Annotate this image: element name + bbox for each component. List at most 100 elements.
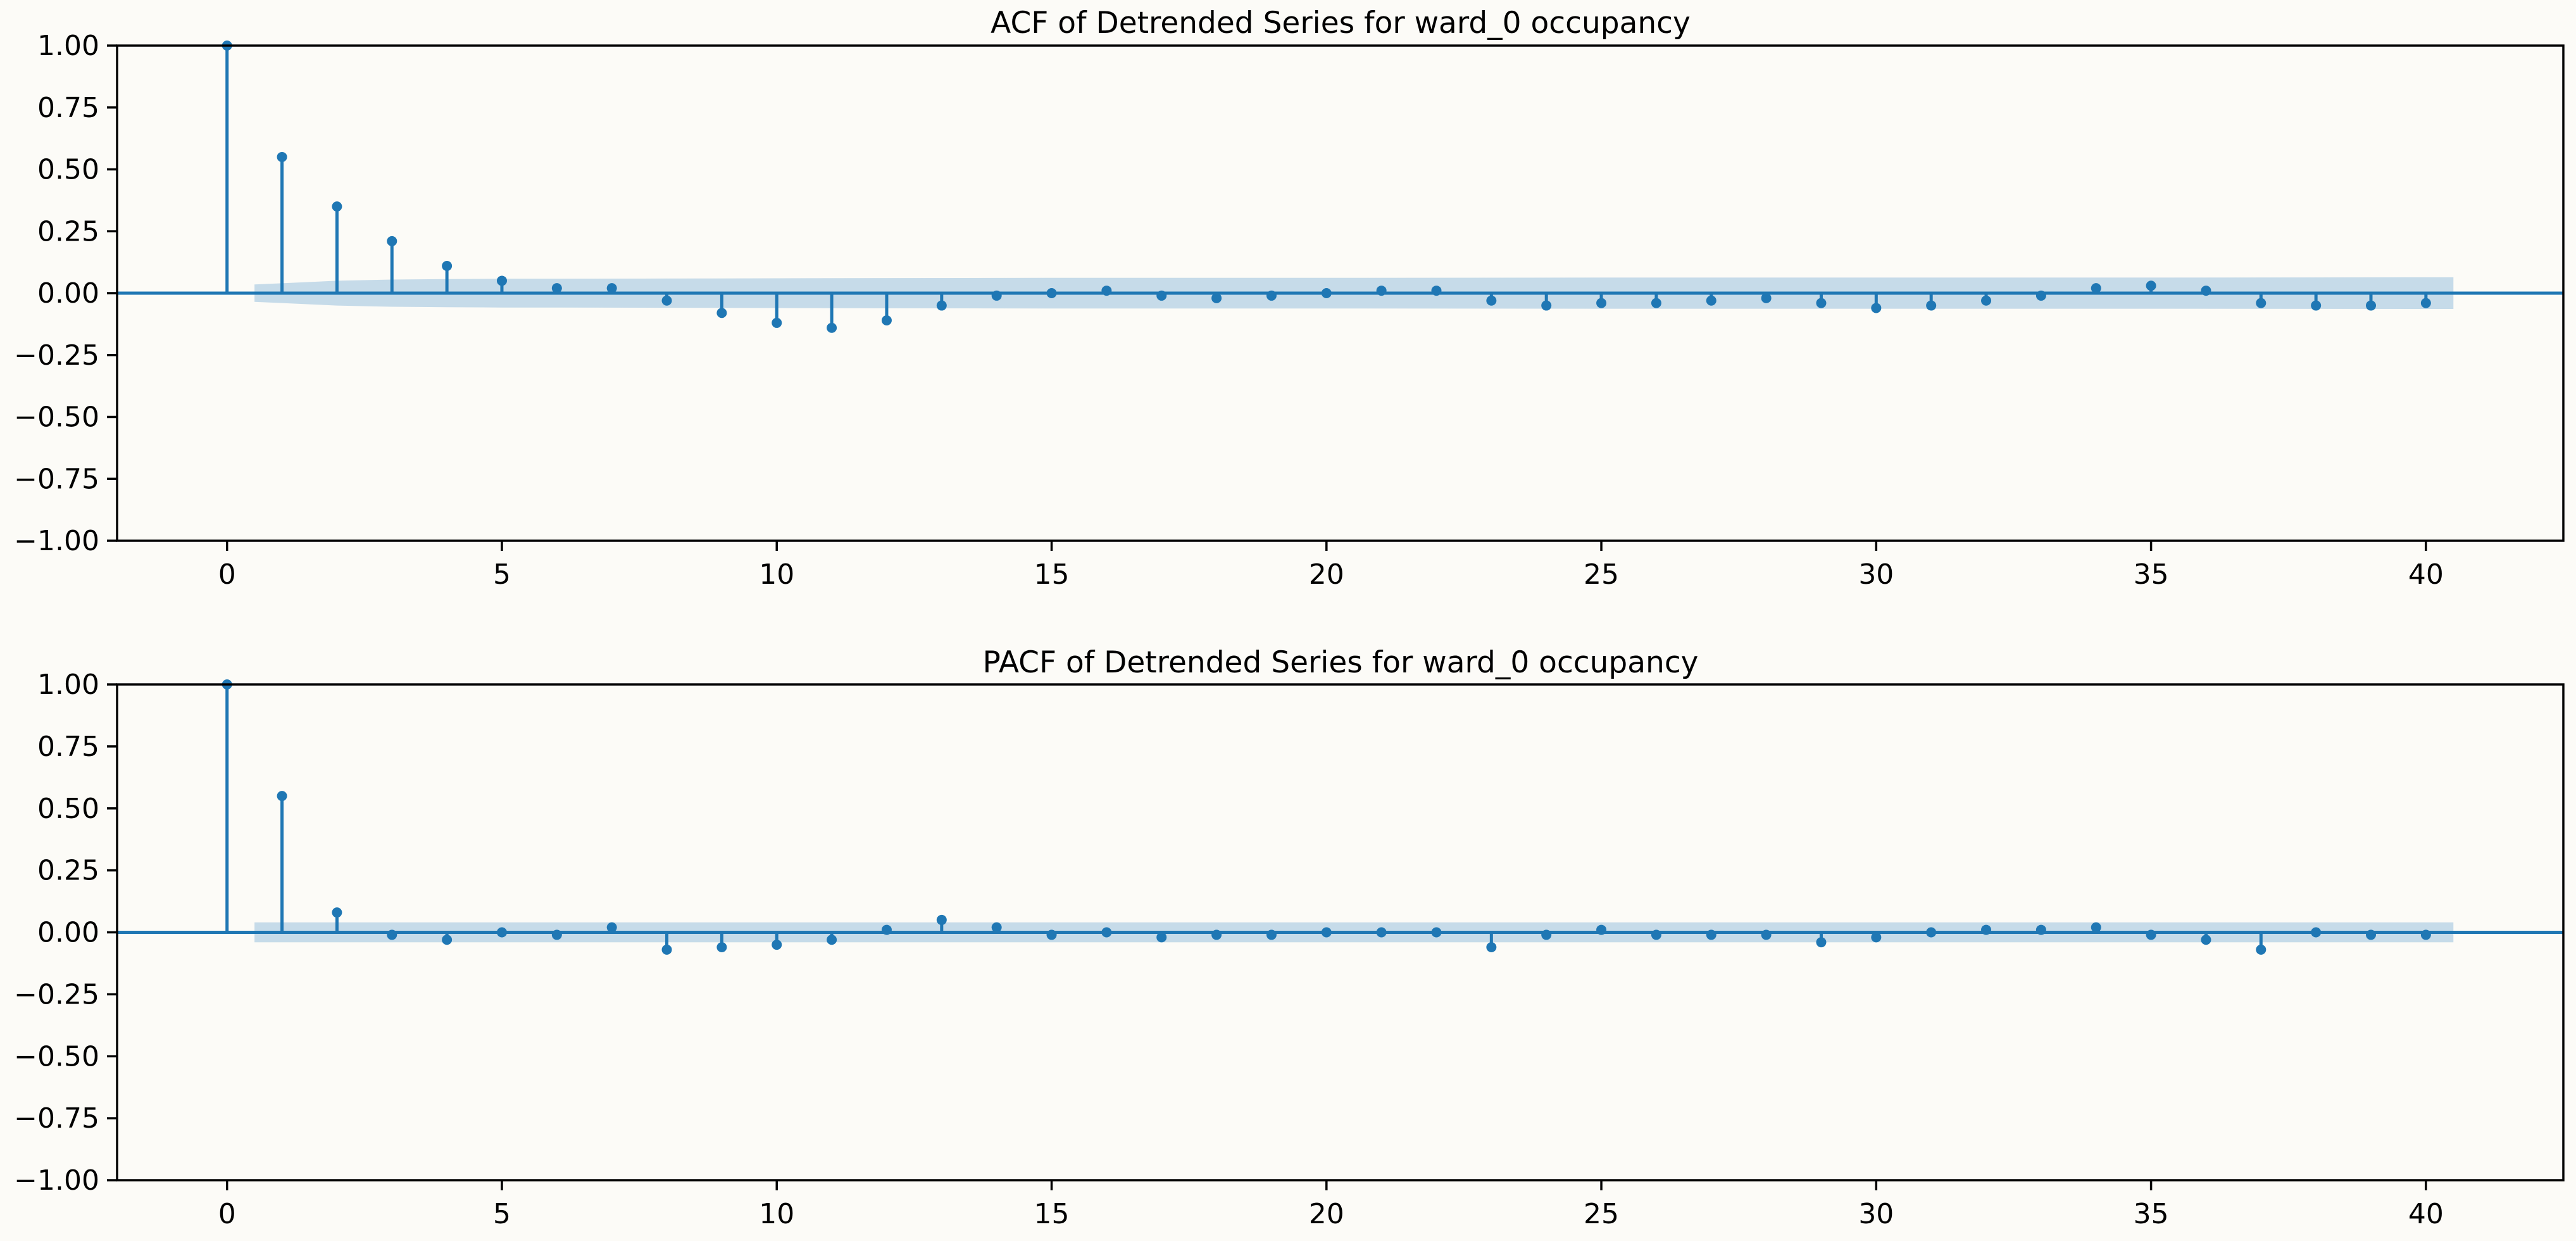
acf-point-lag-30 <box>1871 303 1882 313</box>
pacf-stems <box>222 679 2431 955</box>
acf-ytick-label: −0.75 <box>14 463 99 495</box>
pacf-point-lag-26 <box>1651 929 1661 940</box>
acf-xtick-label: 10 <box>759 558 794 591</box>
acf-ytick-label: −1.00 <box>14 525 99 557</box>
pacf-point-lag-33 <box>2035 924 2046 935</box>
pacf-point-lag-24 <box>1541 929 1552 940</box>
acf-point-lag-8 <box>661 295 672 306</box>
pacf-point-lag-37 <box>2256 944 2267 955</box>
pacf-point-lag-18 <box>1211 929 1222 940</box>
acf-point-lag-22 <box>1431 286 1442 296</box>
acf-point-lag-28 <box>1761 293 1772 303</box>
acf-point-lag-39 <box>2366 300 2377 311</box>
pacf-title: PACF of Detrended Series for ward_0 occu… <box>982 645 1698 680</box>
pacf-point-lag-30 <box>1871 932 1882 943</box>
pacf-ytick-label: 0.50 <box>37 793 99 825</box>
acf-point-lag-2 <box>332 201 342 212</box>
pacf-point-lag-2 <box>332 907 342 918</box>
acf-y-axis: 1.00 0.75 0.50 0.25 0.00 −0.25 −0.50 −0.75 −1.00 <box>14 30 117 557</box>
acf-xtick-label: 25 <box>1584 558 1619 591</box>
pacf-ytick-label: −0.25 <box>14 978 99 1011</box>
pacf-ytick-label: −1.00 <box>14 1164 99 1197</box>
pacf-xtick-label: 10 <box>759 1198 794 1230</box>
acf-point-lag-16 <box>1101 286 1112 296</box>
pacf-point-lag-12 <box>881 924 892 935</box>
pacf-point-lag-10 <box>772 940 782 950</box>
acf-point-lag-19 <box>1266 290 1277 301</box>
acf-point-lag-38 <box>2311 300 2322 311</box>
acf-x-axis: 0 5 10 15 20 25 30 35 40 <box>218 541 2444 591</box>
acf-point-lag-10 <box>772 317 782 328</box>
pacf-point-lag-15 <box>1046 929 1057 940</box>
pacf-xtick-label: 25 <box>1584 1198 1619 1230</box>
pacf-ytick-label: 0.25 <box>37 855 99 887</box>
pacf-xtick-label: 35 <box>2134 1198 2169 1230</box>
acf-point-lag-20 <box>1321 288 1332 298</box>
pacf-point-lag-25 <box>1596 924 1607 935</box>
acf-xtick-label: 35 <box>2134 558 2169 591</box>
pacf-xtick-label: 5 <box>493 1198 511 1230</box>
pacf-point-lag-5 <box>496 927 507 938</box>
pacf-point-lag-23 <box>1486 942 1497 952</box>
acf-point-lag-11 <box>827 322 837 333</box>
pacf-point-lag-9 <box>716 942 727 952</box>
acf-ytick-label: −0.50 <box>14 401 99 434</box>
pacf-point-lag-19 <box>1266 929 1277 940</box>
acf-point-lag-17 <box>1156 290 1167 301</box>
acf-point-lag-32 <box>1981 295 1992 306</box>
acf-point-lag-6 <box>551 283 562 294</box>
pacf-point-lag-31 <box>1926 927 1937 938</box>
acf-xtick-label: 15 <box>1034 558 1070 591</box>
acf-point-lag-40 <box>2420 298 2431 308</box>
acf-ytick-label: −0.25 <box>14 339 99 372</box>
acf-point-lag-36 <box>2201 286 2211 296</box>
acf-point-lag-34 <box>2091 283 2101 294</box>
acf-point-lag-21 <box>1376 286 1387 296</box>
pacf-point-lag-8 <box>661 944 672 955</box>
acf-xtick-label: 0 <box>218 558 236 591</box>
acf-point-lag-9 <box>716 308 727 318</box>
pacf-point-lag-21 <box>1376 927 1387 938</box>
pacf-point-lag-13 <box>936 914 947 925</box>
pacf-point-lag-32 <box>1981 924 1992 935</box>
acf-point-lag-15 <box>1046 288 1057 298</box>
acf-panel: ACF of Detrended Series for ward_0 occup… <box>14 6 2565 591</box>
acf-point-lag-37 <box>2256 298 2267 308</box>
pacf-point-lag-7 <box>606 922 617 933</box>
pacf-point-lag-34 <box>2091 922 2101 933</box>
pacf-xtick-label: 40 <box>2408 1198 2444 1230</box>
acf-point-lag-25 <box>1596 298 1607 308</box>
acf-point-lag-33 <box>2035 290 2046 301</box>
pacf-xtick-label: 20 <box>1309 1198 1344 1230</box>
pacf-point-lag-16 <box>1101 927 1112 938</box>
pacf-point-lag-3 <box>387 929 397 940</box>
acf-point-lag-27 <box>1706 295 1716 306</box>
acf-ytick-label: 0.00 <box>37 277 99 310</box>
acf-ytick-label: 1.00 <box>37 30 99 62</box>
pacf-y-axis: 1.00 0.75 0.50 0.25 0.00 −0.25 −0.50 −0.75 −1.00 <box>14 669 117 1197</box>
pacf-point-lag-35 <box>2146 929 2156 940</box>
pacf-ytick-label: 1.00 <box>37 669 99 701</box>
pacf-ytick-label: −0.50 <box>14 1040 99 1073</box>
pacf-point-lag-22 <box>1431 927 1442 938</box>
acf-point-lag-14 <box>991 290 1002 301</box>
acf-point-lag-4 <box>442 260 453 271</box>
acf-point-lag-12 <box>881 315 892 326</box>
pacf-ytick-label: 0.75 <box>37 731 99 763</box>
acf-point-lag-26 <box>1651 298 1661 308</box>
acf-point-lag-23 <box>1486 295 1497 306</box>
pacf-point-lag-29 <box>1816 937 1827 948</box>
pacf-point-lag-4 <box>442 935 453 945</box>
acf-point-lag-7 <box>606 283 617 294</box>
pacf-point-lag-28 <box>1761 929 1772 940</box>
acf-ytick-label: 0.25 <box>37 215 99 248</box>
acf-point-lag-31 <box>1926 300 1937 311</box>
acf-xtick-label: 20 <box>1309 558 1344 591</box>
pacf-panel: PACF of Detrended Series for ward_0 occu… <box>14 645 2565 1230</box>
pacf-xtick-label: 15 <box>1034 1198 1070 1230</box>
pacf-xtick-label: 0 <box>218 1198 236 1230</box>
pacf-point-lag-27 <box>1706 929 1716 940</box>
acf-point-lag-5 <box>496 275 507 286</box>
